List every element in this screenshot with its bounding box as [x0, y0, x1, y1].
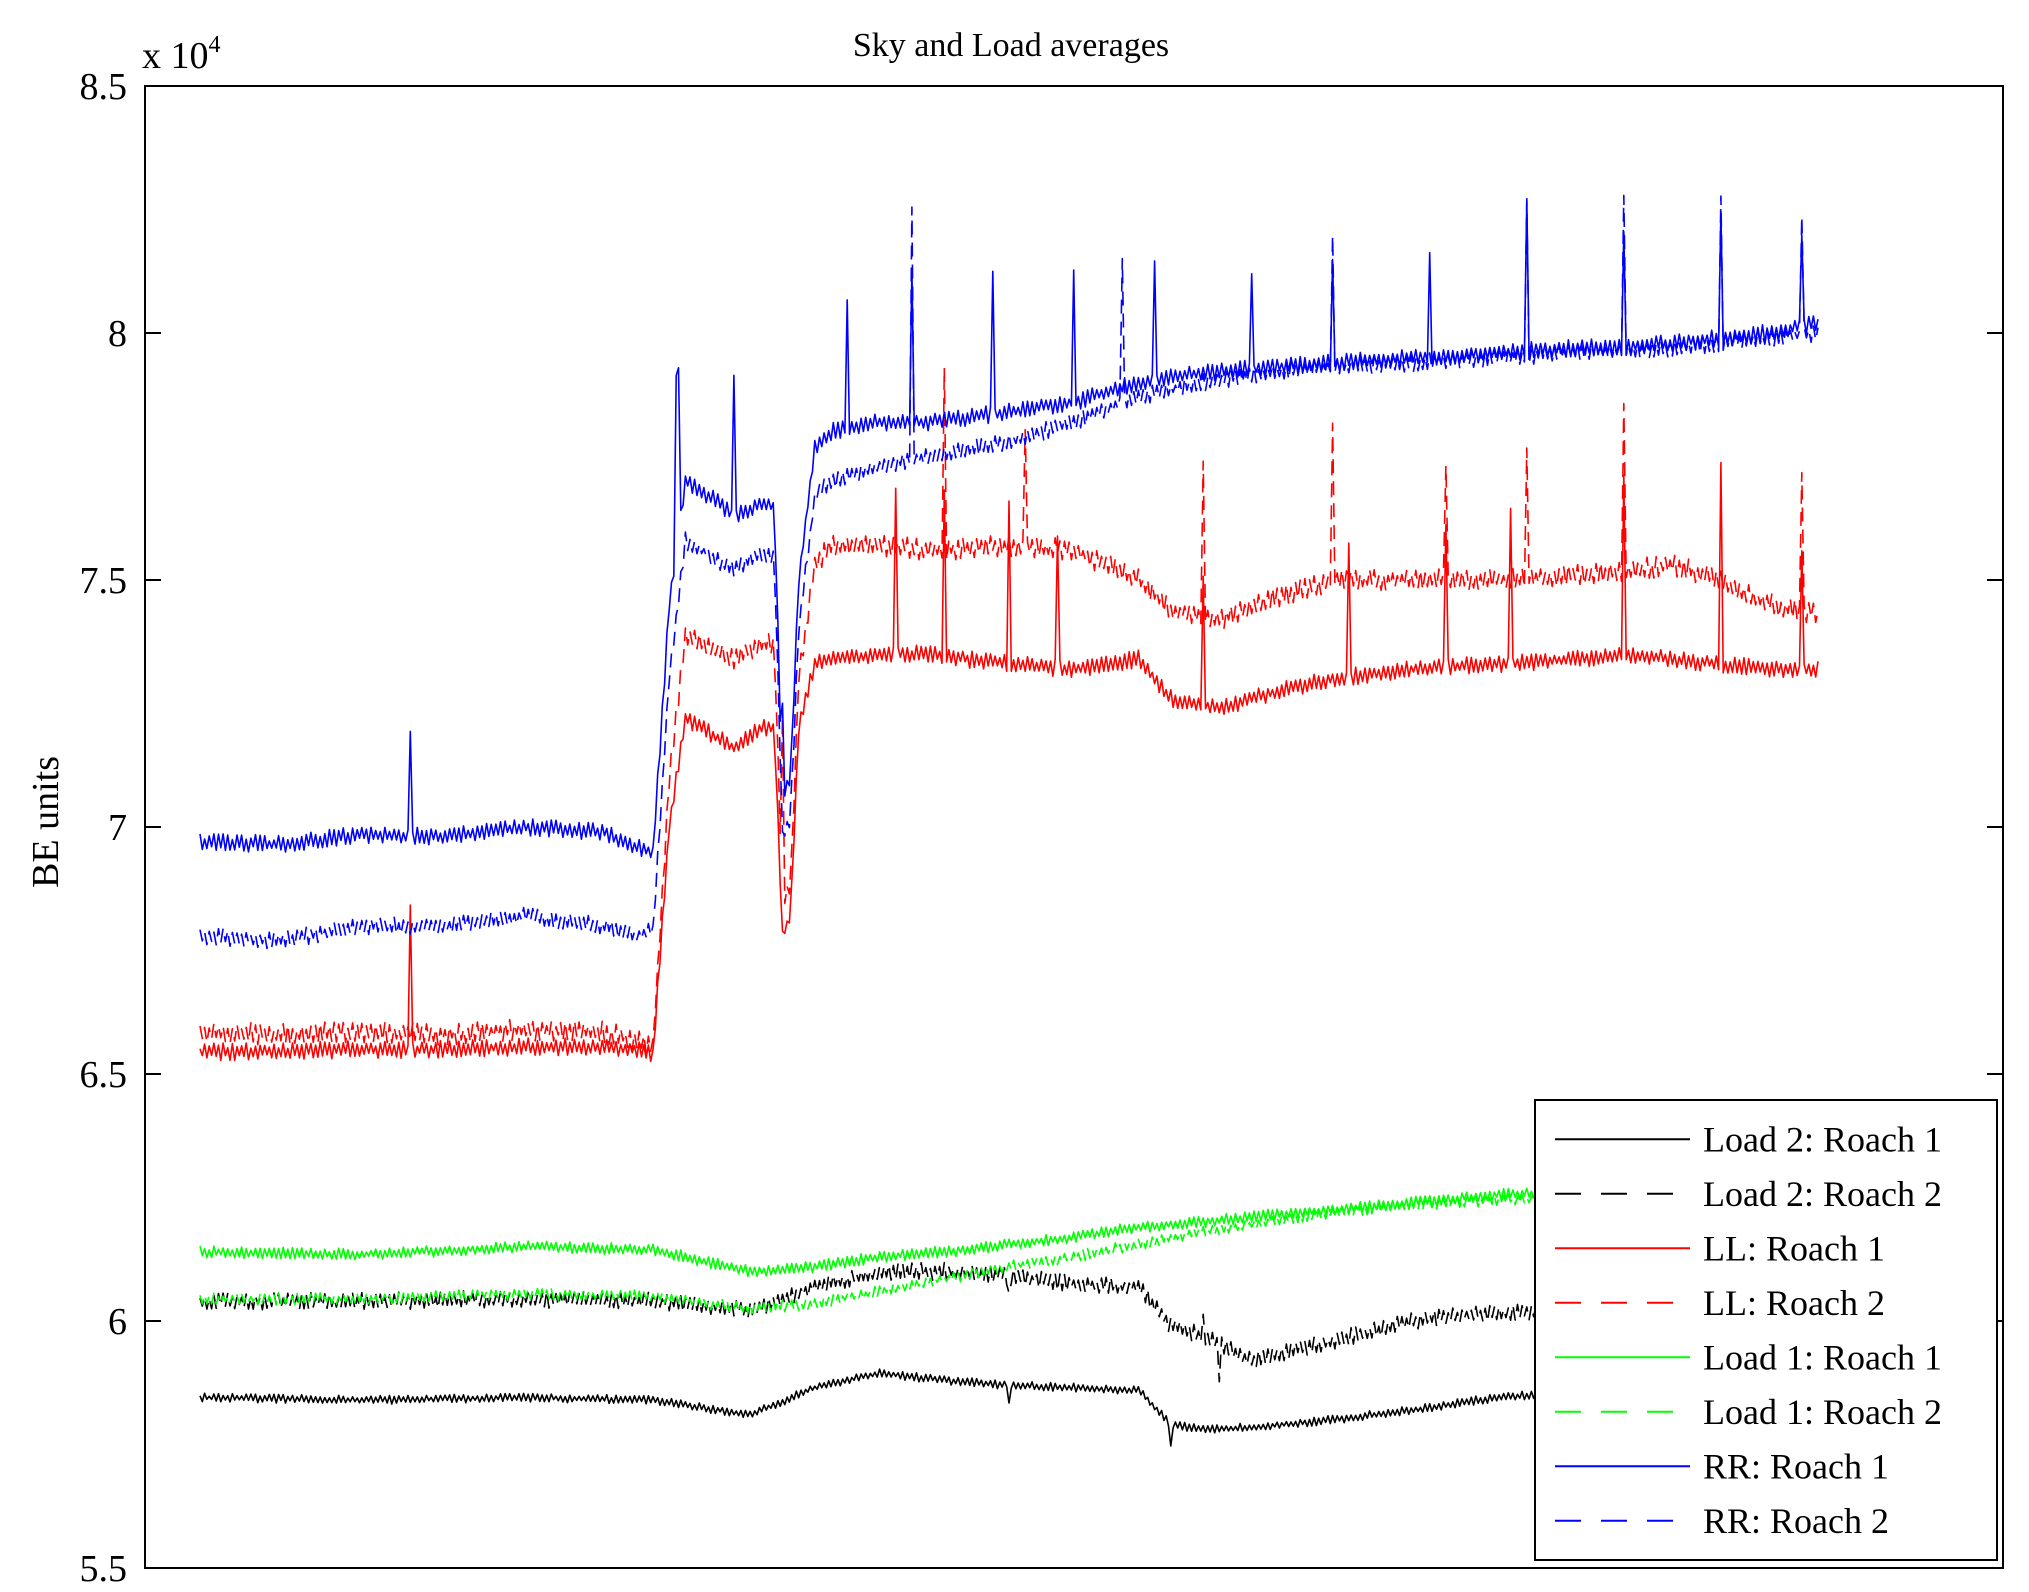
- chart-title: Sky and Load averages: [853, 27, 1169, 64]
- y-tick-label: 7: [108, 807, 127, 849]
- legend-entry-label: Load 2: Roach 1: [1703, 1119, 1942, 1159]
- y-tick-label: 8.5: [80, 66, 128, 108]
- legend-entry-label: RR: Roach 2: [1703, 1501, 1889, 1541]
- legend-entry-label: LL: Roach 2: [1703, 1283, 1885, 1323]
- y-tick-label: 5.5: [80, 1548, 128, 1590]
- y-tick-label: 8: [108, 313, 127, 355]
- legend-box: [1534, 1099, 1998, 1561]
- legend-entry-label: Load 2: Roach 2: [1703, 1174, 1942, 1214]
- series-line-ll-roach-2: [199, 367, 1819, 1054]
- series-line-rr-roach-1: [199, 197, 1819, 859]
- legend-entry-label: Load 1: Roach 1: [1703, 1337, 1942, 1377]
- legend-entry-label: Load 1: Roach 2: [1703, 1392, 1942, 1432]
- legend-entry-label: LL: Roach 1: [1703, 1228, 1885, 1268]
- y-tick-label: 6: [108, 1301, 127, 1343]
- legend-entry-label: RR: Roach 1: [1703, 1446, 1889, 1486]
- y-tick-label: 6.5: [80, 1054, 128, 1096]
- series-line-ll-roach-1: [199, 461, 1819, 1063]
- legend: Load 2: Roach 1 Load 2: Roach 2 LL: Roach …: [1534, 1099, 1998, 1561]
- y-axis-label: BE units: [25, 756, 67, 888]
- y-tick-label: 7.5: [80, 560, 128, 602]
- plot-area-frame: [144, 85, 2004, 1569]
- y-exponent-label: x 104: [142, 32, 221, 77]
- y-ticks-group: 5.5 6 6.5 7 7.5 8 8.5: [80, 66, 2003, 1590]
